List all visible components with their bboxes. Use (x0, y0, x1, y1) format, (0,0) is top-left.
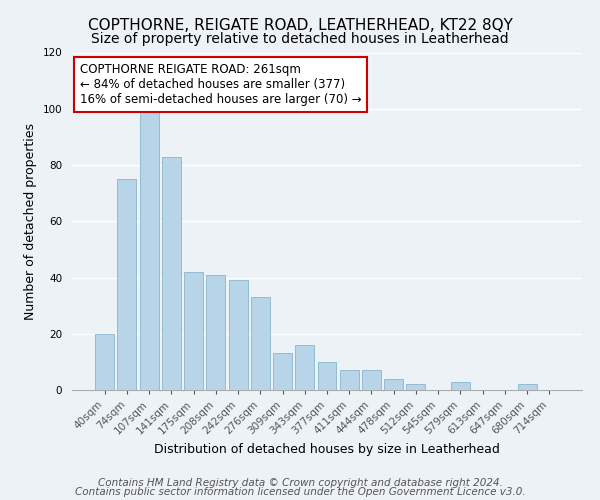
Y-axis label: Number of detached properties: Number of detached properties (24, 122, 37, 320)
Bar (451, 382, 470, 390)
Bar (518, 384, 536, 390)
Bar (384, 379, 403, 390)
Bar (118, 179, 136, 390)
Text: COPTHORNE, REIGATE ROAD, LEATHERHEAD, KT22 8QY: COPTHORNE, REIGATE ROAD, LEATHERHEAD, KT… (88, 18, 512, 32)
Bar (162, 156, 181, 390)
Text: Contains public sector information licensed under the Open Government Licence v3: Contains public sector information licen… (74, 487, 526, 497)
Bar (340, 370, 359, 390)
Bar (206, 274, 225, 390)
Bar (95, 334, 114, 390)
Text: Size of property relative to detached houses in Leatherhead: Size of property relative to detached ho… (91, 32, 509, 46)
Bar (406, 384, 425, 390)
Text: COPTHORNE REIGATE ROAD: 261sqm
← 84% of detached houses are smaller (377)
16% of: COPTHORNE REIGATE ROAD: 261sqm ← 84% of … (80, 62, 361, 106)
Bar (295, 345, 314, 390)
Bar (273, 354, 292, 390)
Bar (251, 297, 270, 390)
Bar (184, 272, 203, 390)
Text: Contains HM Land Registry data © Crown copyright and database right 2024.: Contains HM Land Registry data © Crown c… (98, 478, 502, 488)
Bar (229, 280, 248, 390)
Bar (140, 106, 158, 390)
Bar (362, 370, 381, 390)
Bar (317, 362, 337, 390)
X-axis label: Distribution of detached houses by size in Leatherhead: Distribution of detached houses by size … (154, 443, 500, 456)
